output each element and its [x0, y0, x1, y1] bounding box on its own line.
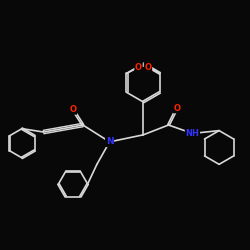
Text: O: O	[70, 105, 76, 114]
Text: O: O	[144, 63, 152, 72]
Text: O: O	[174, 104, 180, 113]
Text: N: N	[106, 137, 113, 146]
Text: NH: NH	[186, 129, 199, 138]
Text: O: O	[135, 63, 142, 72]
